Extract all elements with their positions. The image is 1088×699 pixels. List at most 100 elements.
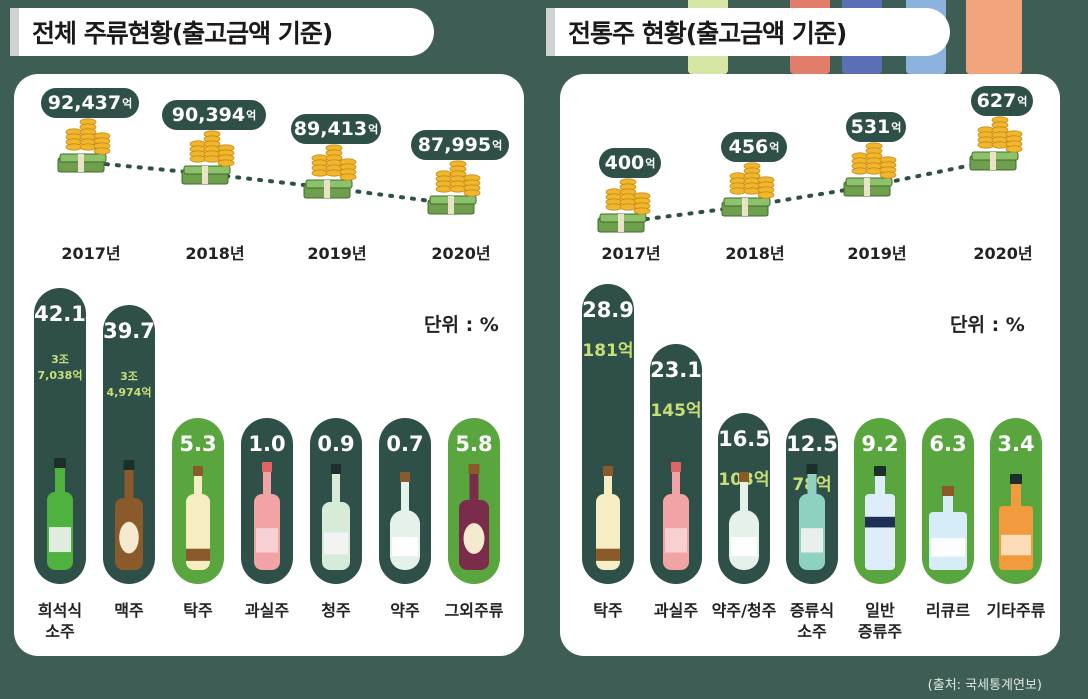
coin: [605, 203, 623, 211]
spirit-bottle-icon: [865, 466, 895, 570]
source-note: (출처: 국세통계연보): [927, 678, 1042, 693]
coin: [449, 185, 467, 193]
bottle-label: [931, 538, 965, 557]
coin: [991, 141, 1009, 149]
makgeolli-bottle-icon: [186, 466, 210, 570]
coin: [65, 143, 83, 151]
amount-value: 456: [728, 136, 769, 158]
bottle-neck: [401, 480, 409, 514]
right-bar-category-label: 과실주: [636, 600, 716, 621]
makgeolli-bottle-icon: [596, 466, 620, 570]
bottle-cap: [400, 472, 410, 482]
amount-value: 627: [976, 90, 1017, 112]
amount-value: 90,394: [171, 104, 246, 126]
bar-value-label: 42.1: [34, 302, 86, 326]
coin: [93, 147, 111, 155]
money-stack-icon: [597, 178, 651, 233]
amount-unit: 억: [1017, 95, 1028, 108]
left-bar-category-label: 약주: [365, 600, 445, 621]
bottle-label: [392, 537, 418, 557]
bottle-body: [865, 494, 895, 570]
bill-band: [78, 154, 84, 172]
coin: [325, 169, 343, 177]
fruit-wine-bottle-icon: [663, 462, 689, 570]
bottle-neck: [672, 470, 680, 498]
bottle-label: [49, 527, 71, 553]
right-bar-category-label: 탁주: [568, 600, 648, 621]
bar-sub-line: 7,038억: [37, 369, 83, 382]
bill-band: [742, 198, 748, 216]
amount-value: 400: [604, 152, 645, 174]
amount-value: 531: [850, 116, 891, 138]
left-bar-category-label: 과실주: [227, 600, 307, 621]
coin: [743, 187, 761, 195]
category-line: 희석식: [37, 601, 83, 620]
coin: [633, 207, 651, 215]
right-trend-line: [622, 158, 998, 224]
bottle-neck: [55, 466, 65, 496]
category-line: 증류식: [789, 601, 835, 620]
amount-unit: 억: [122, 97, 133, 110]
money-stack-icon: [721, 162, 775, 217]
left-amount-pill: 92,437 억: [41, 88, 139, 118]
amount-unit: 억: [368, 123, 379, 136]
bottle-label: [665, 528, 687, 553]
category-line: 맥주: [114, 601, 144, 620]
right-amount-pill: 531 억: [846, 112, 906, 142]
bottle-neck: [469, 472, 479, 504]
bottle-label: [186, 548, 210, 561]
bill-band: [324, 180, 330, 198]
bar-value-label: 12.5: [786, 432, 838, 456]
bar-sub-label: 181억: [582, 336, 634, 361]
bottle-label: [256, 528, 278, 553]
left-amount-pill: 89,413 억: [291, 114, 381, 144]
bottle-cap: [739, 472, 749, 482]
right-bar-category-label: 기타주류: [976, 600, 1056, 621]
bar-value-label: 5.3: [179, 432, 217, 456]
coin: [203, 155, 221, 163]
bottle-label: [731, 537, 757, 557]
bill-band: [864, 178, 870, 196]
left-trend-line: [82, 160, 456, 206]
right-title-tab: 전통주 현황(출고금액 기준): [546, 8, 950, 56]
category-line: 그외주류: [444, 601, 504, 620]
category-line: 소주: [45, 622, 75, 641]
bottle-label: [463, 523, 485, 554]
bar-value-label: 1.0: [248, 432, 286, 456]
coin: [865, 167, 883, 175]
left-amount-pill: 87,995 억: [411, 130, 509, 160]
bar-sub-label: 3조 4,974억: [103, 369, 155, 401]
category-line: 과실주: [653, 601, 699, 620]
bottle-neck: [740, 480, 748, 514]
decor-stripe: [966, 0, 1022, 74]
bottle-cap: [1010, 474, 1022, 484]
bar-value-label: 6.3: [929, 432, 967, 456]
left-bar-category-label: 맥주: [89, 600, 169, 621]
coin: [463, 189, 481, 197]
bar-value-label: 0.9: [317, 432, 355, 456]
right-year-label: 2017년: [601, 244, 661, 263]
bottle-cap: [123, 460, 135, 470]
category-line: 소주: [797, 622, 827, 641]
liqueur-bottle-icon: [929, 486, 967, 570]
coin: [619, 203, 637, 211]
green-bottle-icon: [47, 458, 73, 570]
category-line: 증류주: [857, 622, 903, 641]
wine-bottle-icon: [459, 464, 489, 570]
bottle-label: [801, 528, 823, 553]
left-bar-category-label: 탁주: [158, 600, 238, 621]
money-stack-icon: [57, 118, 111, 173]
category-line: 과실주: [244, 601, 290, 620]
bottle-neck: [807, 472, 817, 498]
right-title: 전통주 현황(출고금액 기준): [568, 19, 847, 48]
yakju-bottle-icon: [729, 472, 759, 570]
bottle-neck: [124, 468, 134, 502]
bottle-cap: [331, 464, 341, 474]
coin: [851, 167, 869, 175]
coin: [879, 171, 897, 179]
bottle-cap: [54, 458, 66, 468]
category-line: 약주: [390, 601, 420, 620]
bottle-neck: [194, 474, 202, 498]
category-line: 일반: [865, 601, 895, 620]
